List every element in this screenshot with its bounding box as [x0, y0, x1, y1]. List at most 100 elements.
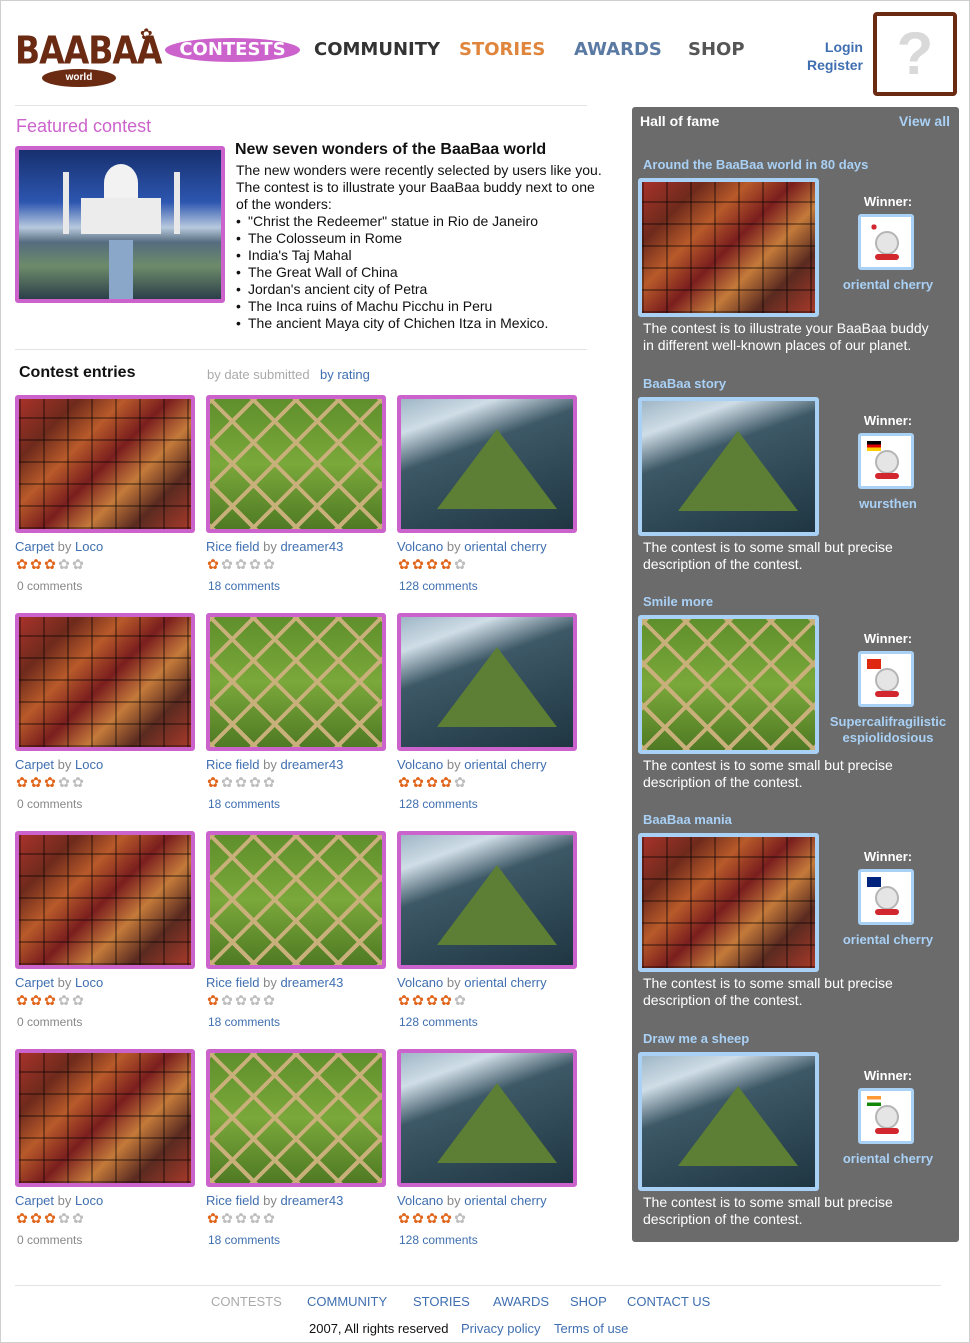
entry-title-link[interactable]: Rice field	[206, 757, 260, 772]
flower-rating-icon[interactable]: ✿	[235, 556, 247, 572]
entry-comments-count[interactable]: 128 comments	[399, 579, 478, 593]
flower-rating-icon[interactable]: ✿	[412, 556, 424, 572]
flower-rating-icon[interactable]: ✿	[16, 556, 28, 572]
contest-thumbnail[interactable]	[638, 833, 819, 972]
entry-title-link[interactable]: Rice field	[206, 975, 260, 990]
entry-comments-count[interactable]: 18 comments	[208, 579, 281, 593]
footer-link-stories[interactable]: STORIES	[413, 1294, 470, 1309]
flower-rating-icon[interactable]: ✿	[249, 556, 261, 572]
flower-rating-icon[interactable]: ✿	[44, 556, 56, 572]
nav-community[interactable]: COMMUNITY	[314, 39, 441, 60]
entry-title-link[interactable]: Volcano	[397, 975, 444, 990]
flower-rating-icon[interactable]: ✿	[16, 1210, 28, 1226]
footer-link-contests[interactable]: CONTESTS	[211, 1294, 282, 1309]
nav-stories[interactable]: STORIES	[459, 39, 546, 60]
flower-rating-icon[interactable]: ✿	[454, 1210, 466, 1226]
entry-author-link[interactable]: dreamer43	[280, 757, 344, 772]
flower-rating-icon[interactable]: ✿	[235, 774, 247, 790]
flower-rating-icon[interactable]: ✿	[207, 556, 219, 572]
footer-link-shop[interactable]: SHOP	[570, 1294, 607, 1309]
contest-thumbnail[interactable]	[638, 1052, 819, 1191]
flower-rating-icon[interactable]: ✿	[207, 992, 219, 1008]
winner-name-link[interactable]: Supercalifragilistic espiolidosious	[829, 714, 947, 745]
entry-author-link[interactable]: dreamer43	[280, 539, 344, 554]
entry-thumbnail[interactable]	[206, 395, 386, 533]
contest-name-link[interactable]: BaaBaa mania	[643, 812, 732, 827]
terms-of-use-link[interactable]: Terms of use	[554, 1321, 629, 1336]
avatar-placeholder[interactable]: ?	[873, 12, 957, 96]
flower-rating-icon[interactable]: ✿	[440, 556, 452, 572]
rating-stars[interactable]: ✿ ✿ ✿ ✿ ✿	[206, 993, 276, 1007]
entry-author-link[interactable]: oriental cherry	[464, 539, 547, 554]
entry-thumbnail[interactable]	[397, 1049, 577, 1187]
entry-title-link[interactable]: Carpet	[15, 975, 55, 990]
entry-title-link[interactable]: Carpet	[15, 757, 55, 772]
nav-awards[interactable]: AWARDS	[574, 39, 662, 60]
winner-name-link[interactable]: wursthen	[859, 496, 917, 511]
flower-rating-icon[interactable]: ✿	[454, 992, 466, 1008]
winner-avatar[interactable]	[858, 214, 914, 270]
winner-name-link[interactable]: oriental cherry	[842, 277, 934, 292]
flower-rating-icon[interactable]: ✿	[426, 1210, 438, 1226]
winner-avatar[interactable]	[858, 1088, 914, 1144]
flower-rating-icon[interactable]: ✿	[72, 1210, 84, 1226]
rating-stars[interactable]: ✿ ✿ ✿ ✿ ✿	[397, 1211, 467, 1225]
flower-rating-icon[interactable]: ✿	[235, 1210, 247, 1226]
flower-rating-icon[interactable]: ✿	[207, 774, 219, 790]
flower-rating-icon[interactable]: ✿	[221, 992, 233, 1008]
entry-comments-count[interactable]: 18 comments	[208, 1015, 281, 1029]
rating-stars[interactable]: ✿ ✿ ✿ ✿ ✿	[206, 557, 276, 571]
flower-rating-icon[interactable]: ✿	[426, 774, 438, 790]
flower-rating-icon[interactable]: ✿	[16, 774, 28, 790]
flower-rating-icon[interactable]: ✿	[30, 774, 42, 790]
flower-rating-icon[interactable]: ✿	[412, 774, 424, 790]
flower-rating-icon[interactable]: ✿	[30, 556, 42, 572]
flower-rating-icon[interactable]: ✿	[44, 774, 56, 790]
flower-rating-icon[interactable]: ✿	[398, 556, 410, 572]
entry-thumbnail[interactable]	[15, 831, 195, 969]
entry-comments-count[interactable]: 18 comments	[208, 1233, 281, 1247]
contest-name-link[interactable]: Smile more	[643, 594, 714, 609]
flower-rating-icon[interactable]: ✿	[58, 992, 70, 1008]
flower-rating-icon[interactable]: ✿	[221, 556, 233, 572]
flower-rating-icon[interactable]: ✿	[412, 1210, 424, 1226]
contest-thumbnail[interactable]	[638, 178, 819, 317]
login-link[interactable]: Login	[824, 39, 863, 55]
footer-link-community[interactable]: COMMUNITY	[307, 1294, 388, 1309]
entry-thumbnail[interactable]	[206, 831, 386, 969]
featured-contest-image[interactable]	[15, 146, 225, 303]
entry-thumbnail[interactable]	[15, 1049, 195, 1187]
entry-comments-count[interactable]: 128 comments	[399, 797, 478, 811]
flower-rating-icon[interactable]: ✿	[72, 992, 84, 1008]
flower-rating-icon[interactable]: ✿	[454, 556, 466, 572]
flower-rating-icon[interactable]: ✿	[263, 992, 275, 1008]
entry-author-link[interactable]: Loco	[75, 757, 104, 772]
baabaa-logo[interactable]: BAABAA ✿ world	[15, 23, 162, 93]
entry-thumbnail[interactable]	[15, 613, 195, 751]
entry-title-link[interactable]: Rice field	[206, 1193, 260, 1208]
flower-rating-icon[interactable]: ✿	[58, 556, 70, 572]
flower-rating-icon[interactable]: ✿	[249, 774, 261, 790]
flower-rating-icon[interactable]: ✿	[263, 774, 275, 790]
footer-link-awards[interactable]: AWARDS	[493, 1294, 550, 1309]
flower-rating-icon[interactable]: ✿	[249, 1210, 261, 1226]
privacy-policy-link[interactable]: Privacy policy	[461, 1321, 541, 1336]
entry-title-link[interactable]: Volcano	[397, 539, 444, 554]
flower-rating-icon[interactable]: ✿	[440, 1210, 452, 1226]
rating-stars[interactable]: ✿ ✿ ✿ ✿ ✿	[397, 993, 467, 1007]
entry-thumbnail[interactable]	[206, 613, 386, 751]
entry-author-link[interactable]: Loco	[75, 1193, 104, 1208]
contest-thumbnail[interactable]	[638, 397, 819, 536]
entry-title-link[interactable]: Volcano	[397, 1193, 444, 1208]
nav-shop[interactable]: SHOP	[688, 39, 745, 60]
flower-rating-icon[interactable]: ✿	[44, 992, 56, 1008]
flower-rating-icon[interactable]: ✿	[440, 774, 452, 790]
entry-comments-count[interactable]: 18 comments	[208, 797, 281, 811]
footer-link-contact[interactable]: CONTACT US	[627, 1294, 711, 1309]
flower-rating-icon[interactable]: ✿	[221, 774, 233, 790]
flower-rating-icon[interactable]: ✿	[72, 774, 84, 790]
entry-thumbnail[interactable]	[397, 395, 577, 533]
entry-author-link[interactable]: dreamer43	[280, 975, 344, 990]
winner-avatar[interactable]	[858, 869, 914, 925]
flower-rating-icon[interactable]: ✿	[72, 556, 84, 572]
